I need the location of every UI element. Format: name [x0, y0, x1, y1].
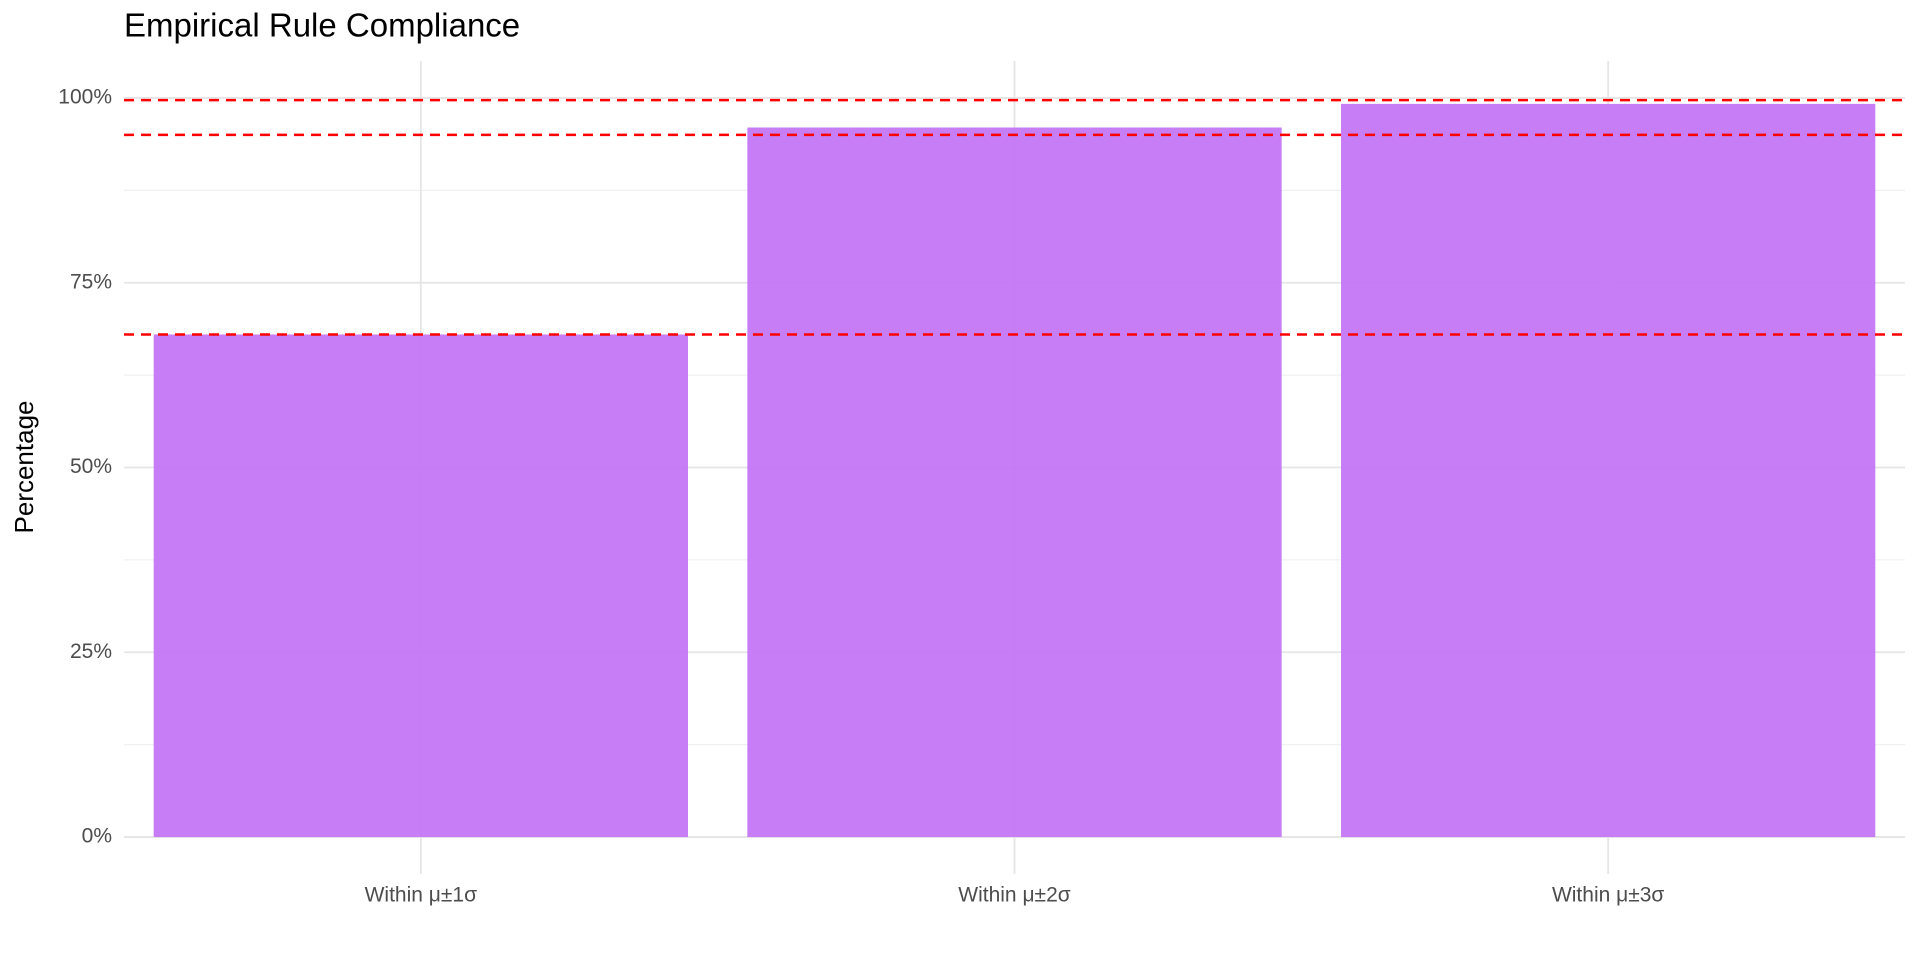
y-axis-label: Percentage — [9, 401, 39, 534]
x-tick-label: Within μ±2σ — [958, 884, 1070, 907]
bar — [747, 127, 1282, 838]
y-tick-label: 100% — [58, 86, 112, 109]
y-tick-label: 50% — [70, 455, 112, 478]
x-tick-label: Within μ±1σ — [365, 884, 477, 907]
bar — [153, 334, 688, 838]
bar — [1341, 103, 1876, 838]
chart-title: Empirical Rule Compliance — [124, 7, 520, 44]
y-tick-label: 75% — [70, 270, 112, 293]
y-tick-label: 25% — [70, 640, 112, 663]
x-tick-label: Within μ±3σ — [1552, 884, 1664, 907]
y-tick-label: 0% — [82, 825, 112, 848]
